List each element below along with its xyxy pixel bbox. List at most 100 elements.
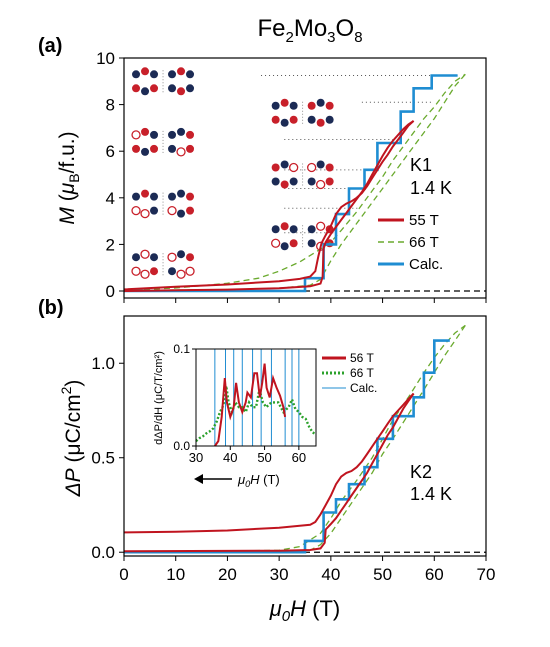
x-axis-label: μ0H (T): [269, 596, 341, 625]
ylabel-tail: /f.u.): [56, 131, 79, 173]
b-xtick-label: 20: [218, 565, 237, 584]
legend-i-56t-label: 56 T: [350, 351, 374, 365]
a-ytick-label: 4: [106, 189, 115, 208]
spin-site: [132, 70, 141, 79]
spin-site: [307, 162, 317, 173]
b-xtick-label: 50: [373, 565, 392, 584]
a-series-66t-up: [123, 73, 466, 291]
inset-arrow-sub: 0: [245, 479, 250, 489]
spin-site: [132, 84, 141, 93]
xlabel-unit: (T): [312, 596, 340, 621]
spin-site: [280, 160, 289, 169]
spin-site: [176, 147, 186, 157]
spin-site: [150, 253, 159, 262]
panel-b-xticks: 0 10 20 30 40 50 60 70: [119, 556, 495, 584]
b-xtick-label: 70: [477, 565, 496, 584]
inset-series-56t: [214, 363, 287, 447]
inset-ytick-label: 0.0: [173, 439, 190, 453]
spin-site: [289, 239, 298, 248]
panel-a-annot-k1: K1: [410, 155, 432, 175]
a-ytick-label: 0: [106, 282, 115, 301]
spin-site: [150, 130, 159, 139]
formula-sub-2: 2: [285, 29, 293, 46]
inset-ytick-label: 0.1: [173, 342, 190, 356]
b-xtick-label: 0: [119, 565, 128, 584]
spin-site: [289, 225, 298, 234]
figure-title: Fe2Mo3O8: [257, 15, 362, 46]
spin-site: [150, 267, 159, 276]
xlabel-h: H: [290, 596, 306, 621]
spin-site: [271, 101, 280, 110]
spin-diagram: [132, 67, 195, 96]
panel-a: (a) 0 2 4 6 8 10 M (μB/f.u.) K1 1.4 K 55 T 66…: [38, 35, 487, 303]
spin-site: [316, 179, 326, 190]
inset-arrow: μ0H (T): [194, 472, 280, 489]
b-xtick-label: 40: [321, 565, 340, 584]
spin-site: [271, 238, 281, 248]
panel-a-ylabel: M (μB/f.u.): [56, 131, 82, 224]
b-series-66t-down: [123, 325, 466, 553]
a-ytick-label: 8: [106, 96, 115, 115]
legend-a-66t-label: 66 T: [409, 234, 439, 251]
spin-diagram: [131, 249, 195, 279]
b-xtick-label: 30: [270, 565, 289, 584]
b-ytick-label: 0.0: [91, 543, 115, 562]
inset-series: [195, 363, 317, 447]
spin-site: [271, 115, 280, 124]
panel-a-yticks: 0 2 4 6 8 10: [96, 49, 124, 301]
formula-sub-8: 8: [354, 29, 362, 46]
spin-site: [186, 144, 195, 153]
spin-site: [186, 206, 195, 215]
spin-site: [289, 177, 298, 186]
ylabel-units-close: ): [62, 380, 85, 387]
spin-site: [177, 250, 186, 259]
spin-site: [325, 101, 334, 110]
spin-site: [177, 87, 186, 96]
spin-site: [307, 177, 316, 186]
a-series-55t-up: [123, 120, 415, 291]
inset-yticks: 0.0 0.1: [173, 342, 196, 453]
spin-site: [186, 70, 195, 79]
spin-site: [177, 209, 186, 218]
spin-site: [150, 84, 159, 93]
spin-site: [131, 130, 141, 140]
spin-site: [185, 266, 195, 276]
spin-site: [289, 162, 299, 173]
spin-site: [316, 118, 325, 127]
spin-site: [141, 127, 150, 136]
a-series-55t-down: [123, 120, 415, 292]
a-ytick-label: 2: [106, 235, 115, 254]
spin-diagram: [131, 127, 195, 157]
spin-site: [150, 206, 159, 215]
spin-site: [176, 269, 186, 279]
spin-site: [280, 242, 289, 251]
legend-i-66t-label: 66 T: [350, 366, 374, 380]
inset-xtick-label: 60: [292, 450, 306, 465]
ylabel-sub-b: B: [66, 173, 82, 182]
legend-i-calc-label: Calc.: [350, 381, 377, 395]
inset: 0.0 0.1 30 40 50 60 dΔP/dH (μC/T/cm²) μ0H (T…: [153, 342, 377, 489]
spin-site: [289, 115, 298, 124]
inset-xticks: 30 40 50 60: [189, 446, 306, 465]
panel-b-series: [123, 324, 486, 554]
ylabel-units: (μC/cm: [62, 394, 85, 462]
inset-legend: 56 T 66 T Calc.: [322, 351, 377, 395]
formula-o: O: [336, 15, 355, 42]
formula-fe: Fe: [257, 15, 285, 42]
spin-site: [141, 147, 150, 156]
spin-site: [132, 144, 141, 153]
panel-a-series: [123, 73, 466, 293]
b-ytick-label: 1.0: [91, 354, 115, 373]
a-ytick-label: 10: [96, 49, 115, 68]
spin-site: [150, 70, 159, 79]
formula-sub-3: 3: [327, 29, 335, 46]
spin-site: [186, 130, 195, 139]
panel-a-spins: [131, 67, 334, 279]
spin-site: [271, 163, 280, 172]
spin-diagram: [131, 189, 195, 219]
inset-arrow-mu: μ: [237, 472, 245, 487]
panel-a-frame: [123, 57, 487, 299]
spin-site: [168, 84, 177, 93]
spin-site: [132, 192, 141, 201]
spin-site: [167, 205, 177, 216]
